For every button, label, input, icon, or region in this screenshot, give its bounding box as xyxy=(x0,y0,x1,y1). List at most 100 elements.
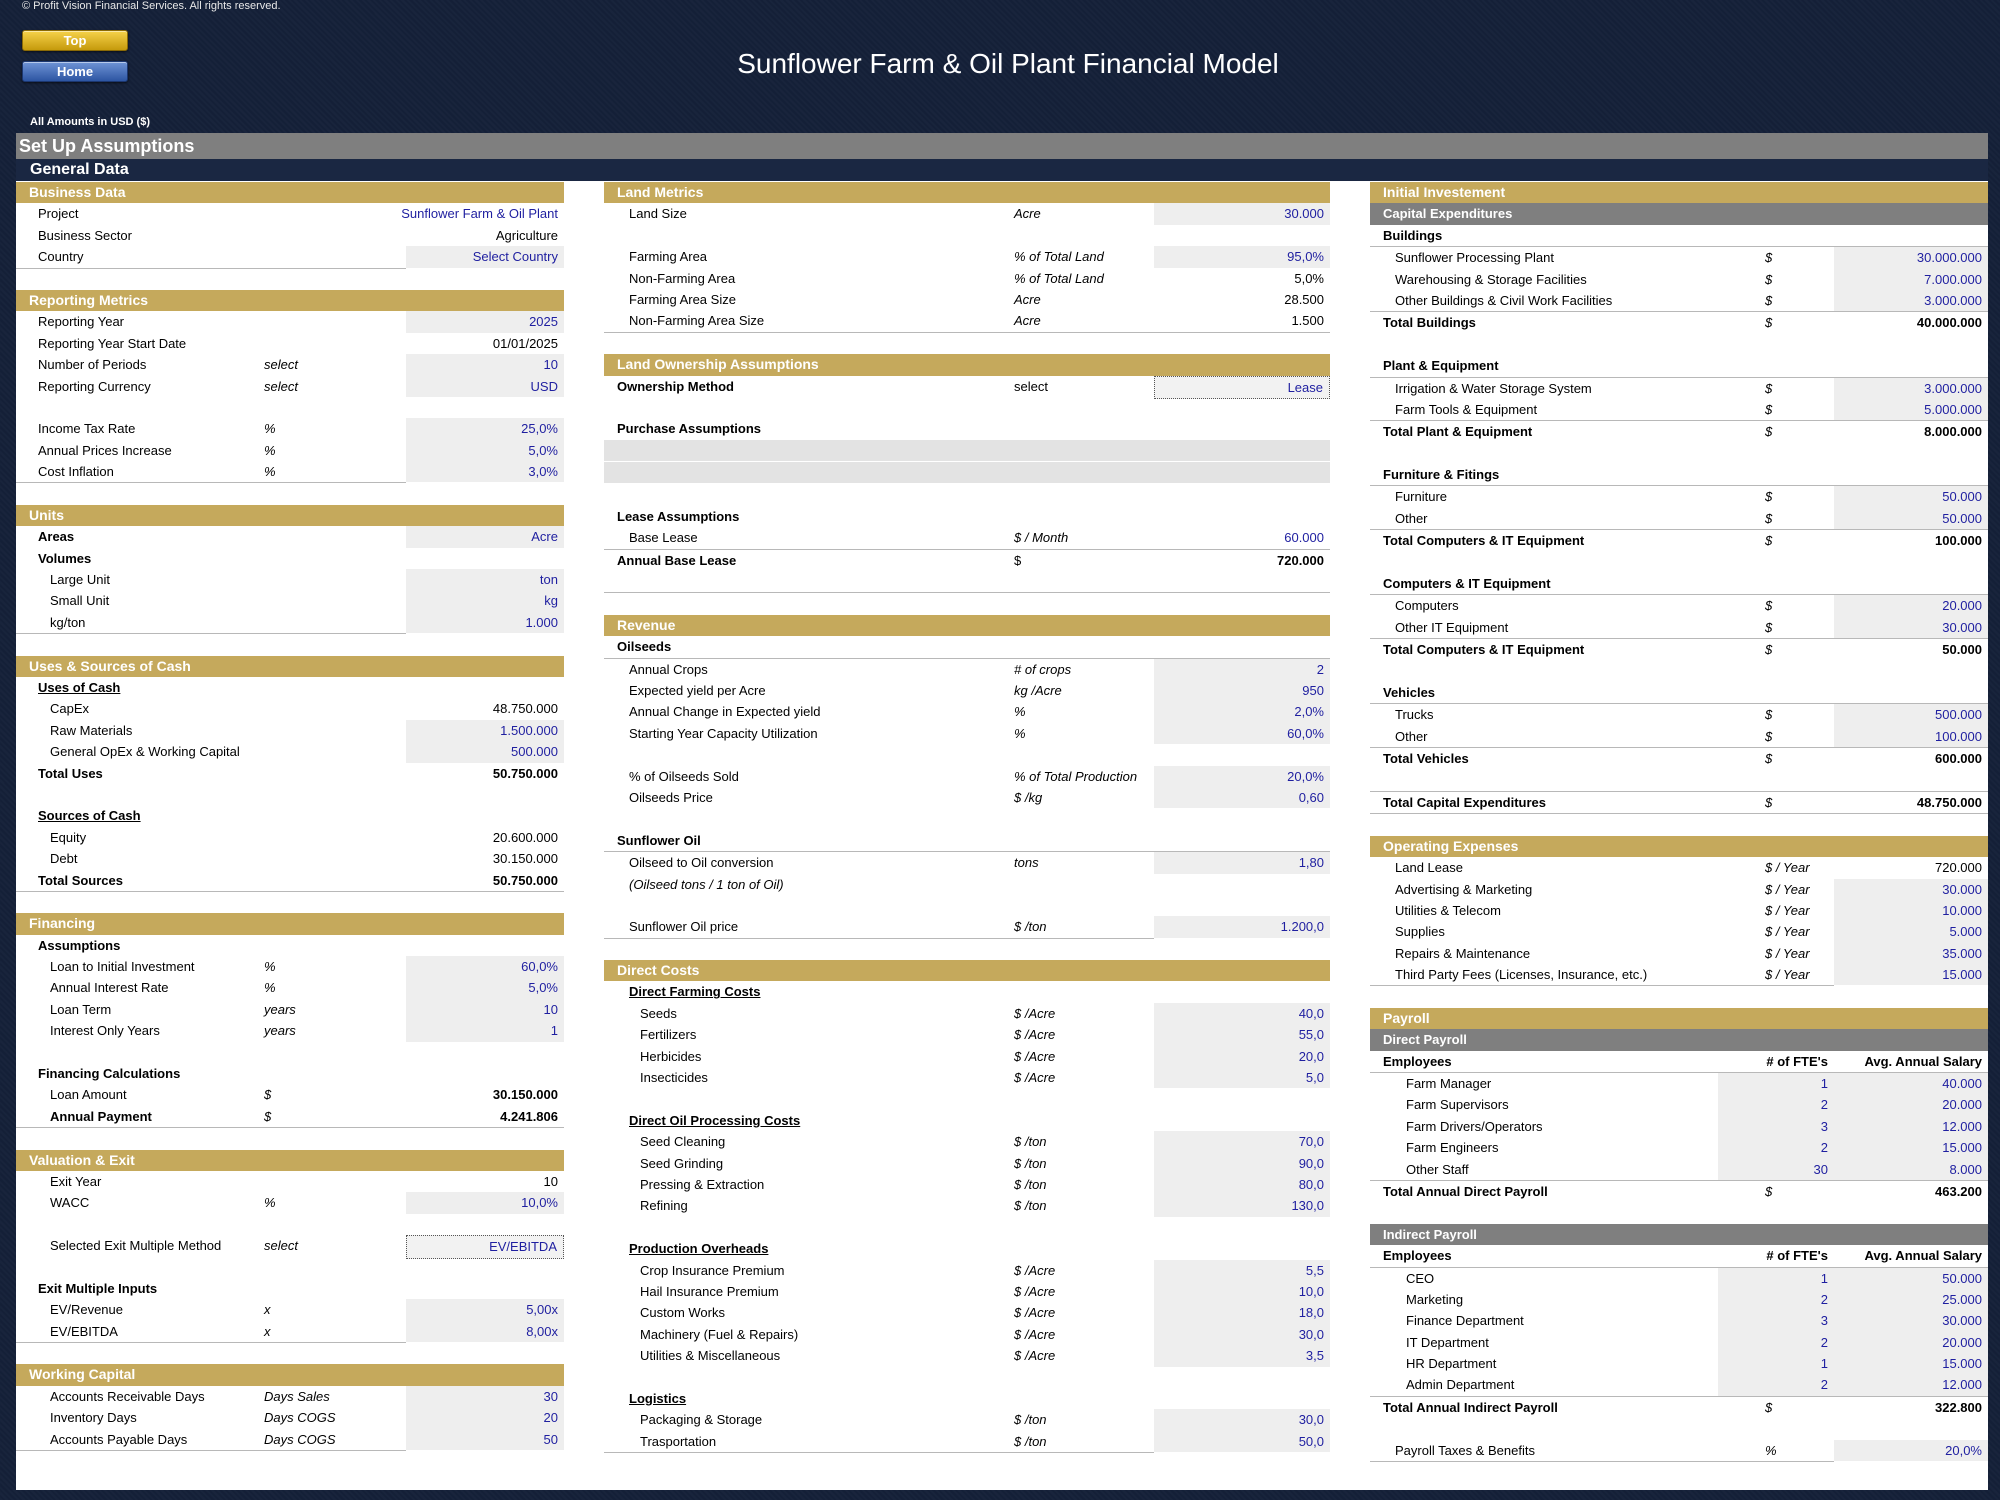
row-label: Trasportation xyxy=(640,1433,717,1449)
input-cell[interactable]: 2025 xyxy=(406,311,564,334)
input-cell[interactable]: 15.000 xyxy=(1834,1137,1988,1160)
input-cell[interactable]: 7.000.000 xyxy=(1834,268,1988,291)
input-cell[interactable]: Select Country xyxy=(406,246,564,269)
input-cell[interactable]: 80,0 xyxy=(1154,1173,1330,1197)
input-cell[interactable]: 30.000 xyxy=(1834,878,1988,901)
input-cell[interactable]: 10 xyxy=(406,998,564,1022)
input-cell[interactable]: 2,0% xyxy=(1154,701,1330,724)
input-cell[interactable]: 10,0 xyxy=(1154,1280,1330,1304)
input-cell[interactable]: 8,00x xyxy=(406,1320,564,1344)
input-cell[interactable]: 20,0 xyxy=(1154,1045,1330,1069)
input-cell[interactable]: 40,0 xyxy=(1154,1002,1330,1026)
input-cell[interactable]: 30,0 xyxy=(1154,1323,1330,1347)
input-cell[interactable]: 90,0 xyxy=(1154,1152,1330,1175)
input-cell[interactable]: 5,0 xyxy=(1154,1067,1330,1090)
input-cell[interactable]: 10.000 xyxy=(1834,899,1988,923)
input-cell[interactable]: 2 xyxy=(1154,658,1330,681)
input-cell[interactable]: 35.000 xyxy=(1834,942,1988,966)
input-cell[interactable]: 500.000 xyxy=(1834,704,1988,727)
input-cell[interactable]: 3.000.000 xyxy=(1834,289,1988,313)
input-cell[interactable]: 1,80 xyxy=(1154,852,1330,875)
row-production-overheads: Production Overheads xyxy=(604,1238,1330,1259)
input-cell[interactable]: 30.000.000 xyxy=(1834,247,1988,270)
input-cell[interactable]: 500.000 xyxy=(406,741,564,764)
input-cell[interactable]: 60,0% xyxy=(406,956,564,979)
top-button[interactable]: Top xyxy=(22,30,128,51)
input-cell[interactable]: 20,0% xyxy=(1154,765,1330,788)
input-cell[interactable]: Acre xyxy=(406,526,564,549)
row-interest-only-years: Interest Only Years years 1 xyxy=(16,1020,564,1043)
input-cell[interactable]: 50.000 xyxy=(1834,507,1988,531)
input-cell[interactable]: 50,0 xyxy=(1154,1430,1330,1454)
input-cell[interactable]: ton xyxy=(406,569,564,592)
input-cell[interactable]: 10 xyxy=(406,354,564,377)
input-cell[interactable]: 30.000 xyxy=(1834,1310,1988,1333)
input-cell[interactable]: Sunflower Farm & Oil Plant xyxy=(401,206,558,222)
input-cell[interactable]: 5,0% xyxy=(406,977,564,1000)
input-cell[interactable]: 30.000 xyxy=(1154,203,1330,226)
input-cell[interactable]: 10,0% xyxy=(406,1192,564,1215)
fte-value[interactable]: 2 xyxy=(1718,1094,1834,1117)
input-cell[interactable]: 30 xyxy=(406,1385,564,1409)
input-cell[interactable]: 5,00x xyxy=(406,1299,564,1322)
input-cell[interactable]: 3,0% xyxy=(406,461,564,484)
fte-value[interactable]: 3 xyxy=(1718,1115,1834,1139)
fte-value[interactable]: 2 xyxy=(1718,1288,1834,1312)
input-cell[interactable]: 95,0% xyxy=(1154,246,1330,269)
unit-label: $ / Year xyxy=(1765,902,1810,918)
fte-value[interactable]: 2 xyxy=(1718,1137,1834,1160)
fte-value[interactable]: 1 xyxy=(1718,1267,1834,1290)
input-cell[interactable]: 5,0% xyxy=(406,439,564,463)
input-cell[interactable]: 1 xyxy=(406,1020,564,1043)
input-cell[interactable]: 15.000 xyxy=(1834,1353,1988,1376)
unit-label: % xyxy=(264,1195,276,1211)
input-cell[interactable]: 20,0% xyxy=(1834,1439,1988,1463)
row-label: Furniture xyxy=(1395,489,1448,505)
input-cell[interactable]: 30,0 xyxy=(1154,1409,1330,1432)
input-cell[interactable]: 25.000 xyxy=(1834,1288,1988,1312)
input-cell[interactable]: 60.000 xyxy=(1284,530,1324,546)
fte-value[interactable]: 2 xyxy=(1718,1374,1834,1397)
input-cell[interactable]: 1.200,0 xyxy=(1154,916,1330,939)
input-cell[interactable]: 50 xyxy=(406,1428,564,1452)
input-cell[interactable]: EV/EBITDA xyxy=(406,1235,564,1259)
input-cell[interactable]: 50.000 xyxy=(1834,486,1988,509)
input-cell[interactable]: 130,0 xyxy=(1154,1195,1330,1218)
row-label: Other xyxy=(1395,510,1428,526)
input-cell[interactable]: 20 xyxy=(406,1407,564,1430)
input-cell[interactable]: 18,0 xyxy=(1154,1302,1330,1325)
fte-value[interactable]: 2 xyxy=(1718,1331,1834,1355)
input-cell[interactable]: 1.000 xyxy=(406,611,564,635)
fte-value[interactable]: 30 xyxy=(1718,1158,1834,1181)
input-cell[interactable]: 1.500.000 xyxy=(406,719,564,743)
input-cell[interactable]: kg xyxy=(406,590,564,613)
home-button[interactable]: Home xyxy=(22,61,128,82)
input-cell[interactable]: 20.000 xyxy=(1834,1094,1988,1117)
input-cell[interactable]: 3,5 xyxy=(1154,1345,1330,1368)
input-cell[interactable]: 50.000 xyxy=(1834,1267,1988,1290)
input-cell[interactable]: 20.000 xyxy=(1834,1331,1988,1355)
input-cell[interactable]: 55,0 xyxy=(1154,1024,1330,1047)
input-cell[interactable]: 20.000 xyxy=(1834,595,1988,618)
input-cell[interactable]: Lease xyxy=(1154,375,1330,399)
input-cell[interactable]: 60,0% xyxy=(1154,722,1330,746)
input-cell[interactable]: 950 xyxy=(1154,679,1330,703)
input-cell[interactable]: 30.000 xyxy=(1834,616,1988,640)
fte-value[interactable]: 1 xyxy=(1718,1353,1834,1376)
input-cell[interactable]: 40.000 xyxy=(1834,1073,1988,1096)
input-cell[interactable]: 5.000 xyxy=(1834,921,1988,944)
input-cell[interactable]: 5.000.000 xyxy=(1834,398,1988,422)
input-cell[interactable]: 25,0% xyxy=(406,418,564,441)
input-cell[interactable]: 15.000 xyxy=(1834,964,1988,987)
input-cell[interactable]: 3.000.000 xyxy=(1834,377,1988,400)
input-cell[interactable]: 8.000 xyxy=(1834,1158,1988,1181)
input-cell[interactable]: 0,60 xyxy=(1154,786,1330,810)
input-cell[interactable]: 100.000 xyxy=(1834,725,1988,749)
input-cell[interactable]: 12.000 xyxy=(1834,1374,1988,1397)
input-cell[interactable]: USD xyxy=(406,375,564,398)
input-cell[interactable]: 5,5 xyxy=(1154,1259,1330,1282)
fte-value[interactable]: 3 xyxy=(1718,1310,1834,1333)
input-cell[interactable]: 70,0 xyxy=(1154,1131,1330,1154)
fte-value[interactable]: 1 xyxy=(1718,1073,1834,1096)
input-cell[interactable]: 12.000 xyxy=(1834,1115,1988,1139)
